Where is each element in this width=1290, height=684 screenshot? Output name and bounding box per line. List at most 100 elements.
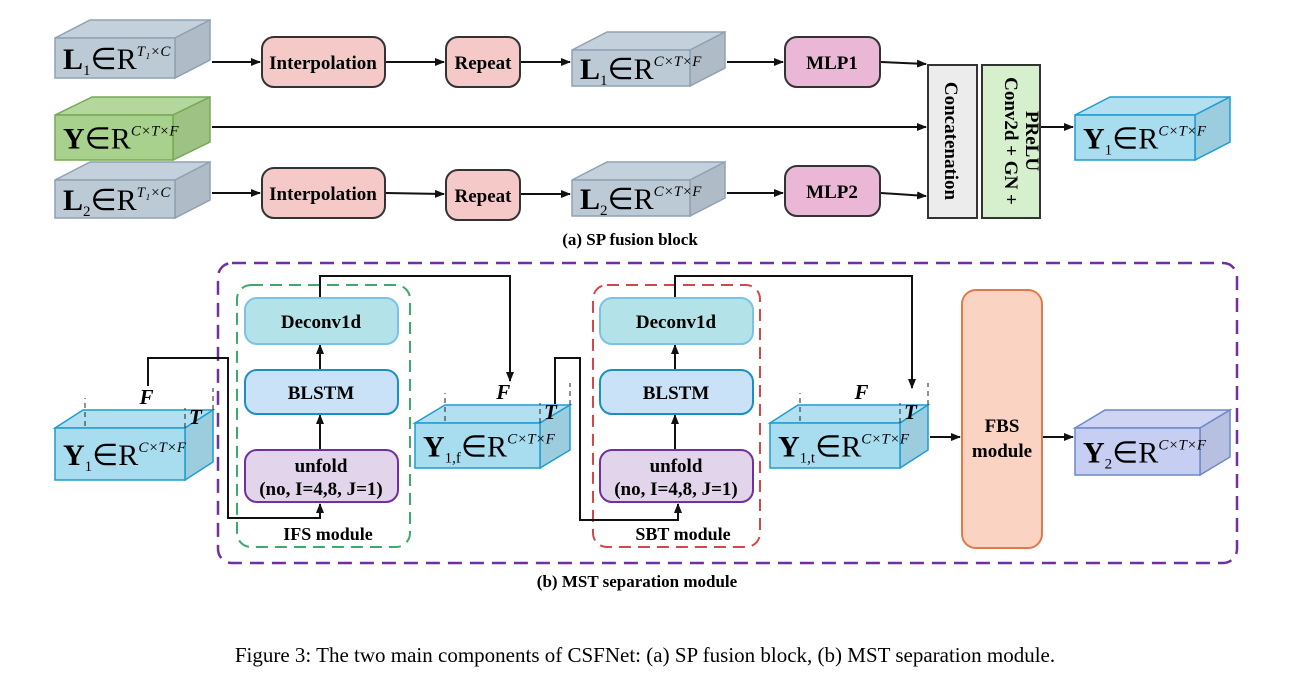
- tensor-label-rel: ∈R: [91, 43, 137, 76]
- tensor-label-rel: ∈R: [608, 183, 654, 216]
- tensor-label: L1∈RC×T×F: [580, 53, 702, 89]
- axis-f-label: F: [854, 380, 869, 404]
- axis-t-label: T: [544, 400, 558, 424]
- tensor-label-sub: 2: [600, 203, 608, 219]
- svg-text:Interpolation: Interpolation: [269, 184, 377, 205]
- fbs-module-block: FBS module: [961, 289, 1043, 549]
- sbt-module-label: SBT module: [635, 524, 730, 544]
- svg-text:Deconv1d: Deconv1d: [636, 312, 717, 333]
- svg-text:unfold: unfold: [650, 456, 703, 477]
- cube-front-face: [54, 179, 176, 219]
- sbt-blstm-block: BLSTM: [599, 369, 754, 415]
- tensor-label-sup: T₁×C: [137, 44, 172, 60]
- axis-t-label: T: [189, 405, 203, 429]
- repeat-block-1: Repeat: [445, 36, 521, 88]
- tensor-label-rel: ∈R: [92, 439, 138, 472]
- tensor-label-sup: C×T×F: [507, 432, 556, 448]
- svg-text:MLP1: MLP1: [806, 53, 858, 74]
- tensor-l2-repeated: L2∈RC×T×F: [571, 160, 726, 219]
- svg-text:PReLU: PReLU: [1021, 111, 1042, 171]
- interpolation-block-2: Interpolation: [261, 167, 386, 219]
- mlp1-block: MLP1: [784, 36, 881, 88]
- svg-text:Repeat: Repeat: [455, 53, 513, 74]
- tensor-label-sub: 1: [1105, 143, 1113, 159]
- ifs-blstm-block: BLSTM: [244, 369, 399, 415]
- tensor-label: Y1,f∈RC×T×F: [423, 431, 556, 467]
- cube-front-face: [54, 427, 186, 481]
- svg-text:FBS: FBS: [985, 416, 1020, 437]
- tensor-y-input: Y∈RC×T×F: [54, 95, 211, 162]
- figure-caption: Figure 3: The two main components of CSF…: [235, 643, 1055, 667]
- mlp2-block: MLP2: [784, 165, 881, 217]
- tensor-label: L2∈RC×T×F: [580, 183, 702, 219]
- cube-front-face: [54, 114, 174, 161]
- tensor-label-rel: ∈R: [91, 184, 137, 217]
- tensor-label-sup: C×T×F: [1158, 438, 1207, 454]
- tensor-label: Y1∈RC×T×F: [1083, 123, 1207, 159]
- tensor-label-rel: ∈R: [815, 431, 861, 464]
- cube-front-face: [1074, 427, 1201, 476]
- cube-front-face: [54, 37, 176, 79]
- tensor-label-sup: C×T×F: [654, 54, 703, 70]
- arrow: [880, 191, 927, 200]
- svg-text:Interpolation: Interpolation: [269, 53, 377, 74]
- tensor-label: L1∈RT₁×C: [63, 43, 171, 79]
- tensor-label-rel: ∈R: [1112, 437, 1158, 470]
- tensor-label-sup: C×T×F: [861, 432, 910, 448]
- tensor-label: Y2∈RC×T×F: [1083, 437, 1207, 473]
- tensor-y1t: Y1,t∈RC×T×F F T: [767, 380, 931, 470]
- svg-text:BLSTM: BLSTM: [643, 383, 710, 404]
- tensor-label-sub: 1,f: [445, 451, 461, 467]
- repeat-block-2: Repeat: [445, 169, 521, 221]
- arrow: [385, 189, 445, 198]
- tensor-label-sub: 1: [85, 459, 93, 475]
- svg-text:unfold: unfold: [295, 456, 348, 477]
- tensor-label: L2∈RT₁×C: [63, 184, 171, 220]
- tensor-label-sup: T₁×C: [137, 185, 172, 201]
- arrow: [880, 59, 927, 68]
- svg-text:(no, I=4,8, J=1): (no, I=4,8, J=1): [614, 479, 738, 500]
- cube-front-face: [414, 422, 541, 469]
- tensor-l1-input: L1∈RT₁×C: [54, 18, 211, 80]
- tensor-label: Y1∈RC×T×F: [63, 439, 187, 475]
- tensor-label-sup: C×T×F: [138, 440, 187, 456]
- svg-text:MLP2: MLP2: [806, 182, 858, 203]
- svg-text:Deconv1d: Deconv1d: [281, 312, 362, 333]
- tensor-label-sub: 2: [1105, 457, 1113, 473]
- ifs-unfold-block: unfold (no, I=4,8, J=1): [244, 449, 399, 503]
- arrow: [674, 275, 916, 389]
- caption-b: (b) MST separation module: [537, 572, 738, 591]
- tensor-label-rel: ∈R: [1112, 123, 1158, 156]
- conv2d-gn-prelu-block: Conv2d + GN + PReLU: [981, 64, 1042, 219]
- tensor-y1-output: Y1∈RC×T×F: [1074, 95, 1231, 162]
- tensor-label-sub: 2: [83, 204, 91, 220]
- tensor-y2-output: Y2∈RC×T×F: [1072, 408, 1233, 477]
- tensor-l2-input: L2∈RT₁×C: [54, 160, 211, 220]
- ifs-module-label: IFS module: [283, 524, 373, 544]
- mst-module-border: [216, 261, 1239, 565]
- tensor-label-main: Y: [423, 431, 445, 464]
- tensor-label-main: Y: [63, 439, 85, 472]
- arrow: [147, 357, 324, 519]
- tensor-label: Y∈RC×T×F: [63, 123, 179, 156]
- tensor-label-main: L: [63, 184, 83, 217]
- tensor-label-main: Y: [1083, 123, 1105, 156]
- svg-text:(no, I=4,8, J=1): (no, I=4,8, J=1): [259, 479, 383, 500]
- tensor-label-main: Y: [63, 123, 85, 156]
- tensor-label-main: L: [63, 43, 83, 76]
- cube-front-face: [1074, 114, 1196, 161]
- cube-front-face: [769, 422, 901, 469]
- tensor-label-sub: 1: [600, 73, 608, 89]
- ifs-deconv1d-block: Deconv1d: [244, 297, 399, 345]
- caption-a: (a) SP fusion block: [562, 230, 698, 249]
- sbt-module-border: [592, 284, 761, 548]
- arrow: [554, 357, 682, 521]
- sbt-deconv1d-block: Deconv1d: [599, 297, 754, 345]
- tensor-label-sup: C×T×F: [131, 124, 180, 140]
- tensor-label-rel: ∈R: [608, 53, 654, 86]
- axis-t-label: T: [904, 400, 918, 424]
- ifs-module-border: [236, 284, 411, 548]
- svg-text:Conv2d + GN +: Conv2d + GN +: [1000, 77, 1021, 205]
- tensor-y1f: Y1,f∈RC×T×F F T: [412, 380, 573, 470]
